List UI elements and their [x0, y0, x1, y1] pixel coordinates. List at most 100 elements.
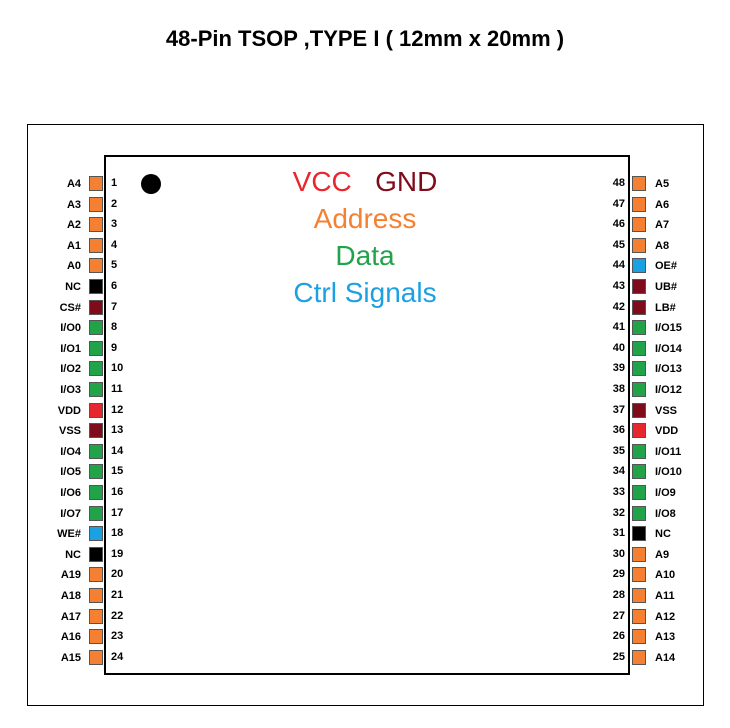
- pin-9-number: 9: [111, 342, 118, 354]
- pin-21-pad: [89, 588, 103, 603]
- pin-17-number: 17: [111, 507, 124, 519]
- pin-37-pad: [632, 403, 646, 418]
- pin-15-name: I/O5: [60, 466, 81, 478]
- legend-ctrl: Ctrl Signals: [293, 277, 437, 308]
- pin-28-name: A11: [655, 590, 675, 602]
- pin-32-name: I/O8: [655, 508, 676, 520]
- pin-33-number: 33: [612, 486, 625, 498]
- pin-8-pad: [89, 320, 103, 335]
- pin-29-pad: [632, 567, 646, 582]
- pin-48-pad: [632, 176, 646, 191]
- pin-43-name: UB#: [655, 281, 678, 293]
- pin-16-pad: [89, 485, 103, 500]
- pin-15-number: 15: [111, 465, 124, 477]
- pin-11-name: I/O3: [60, 384, 81, 396]
- pin-48-number: 48: [612, 177, 625, 189]
- pin-25-pad: [632, 650, 646, 665]
- pin-22-name: A17: [60, 611, 81, 623]
- pin-45-number: 45: [612, 239, 625, 251]
- pin-33-pad: [632, 485, 646, 500]
- pin-10-pad: [89, 361, 103, 376]
- pin-1-pad: [89, 176, 103, 191]
- legend-ctrl-row: Ctrl Signals: [0, 276, 730, 310]
- legend-address: Address: [313, 203, 417, 234]
- pin-45-pad: [632, 238, 646, 253]
- pin-27-name: A12: [655, 611, 676, 623]
- pin-32-number: 32: [612, 507, 625, 519]
- pin-18-number: 18: [111, 527, 124, 539]
- legend-vcc: VCC: [292, 166, 352, 197]
- pin-36-number: 36: [612, 424, 625, 436]
- pin-34-pad: [632, 464, 646, 479]
- legend-gnd: GND: [375, 166, 438, 197]
- pin-30-name: A9: [655, 549, 670, 561]
- pin-14-pad: [89, 444, 103, 459]
- pin-33-name: I/O9: [655, 487, 676, 499]
- pin-36-name: VDD: [655, 425, 679, 437]
- pin-17-pad: [89, 506, 103, 521]
- pin-23-pad: [89, 629, 103, 644]
- pin-44-pad: [632, 258, 646, 273]
- pin-47-number: 47: [612, 198, 625, 210]
- pin-25-name: A14: [655, 652, 676, 664]
- pin-2-name: A3: [66, 199, 81, 211]
- pin-22-pad: [89, 609, 103, 624]
- pin-15-pad: [89, 464, 103, 479]
- legend-data: Data: [335, 240, 395, 271]
- pin-10-number: 10: [111, 362, 124, 374]
- pin-7-pad: [89, 300, 103, 315]
- pin-29-name: A10: [655, 569, 676, 581]
- pin-34-number: 34: [612, 465, 625, 477]
- pin-3-number: 3: [111, 218, 118, 230]
- pin-12-name: VDD: [57, 405, 81, 417]
- pin-31-name: NC: [655, 528, 671, 540]
- pin-39-name: I/O13: [655, 363, 682, 375]
- pin-16-number: 16: [111, 486, 124, 498]
- pin-26-name: A13: [655, 631, 676, 643]
- pin-4-name: A1: [66, 240, 81, 252]
- pin-17-name: I/O7: [60, 508, 81, 520]
- diagram-frame: [27, 124, 704, 706]
- pin-12-number: 12: [111, 404, 124, 416]
- pin-36-pad: [632, 423, 646, 438]
- pin-46-number: 46: [612, 218, 625, 230]
- pin-34-name: I/O10: [655, 466, 682, 478]
- pin-23-name: A16: [60, 631, 81, 643]
- pin-23-number: 23: [111, 630, 124, 642]
- pin-26-number: 26: [612, 630, 625, 642]
- pin1-marker-dot: [141, 174, 161, 194]
- pin-40-number: 40: [612, 342, 625, 354]
- pin-14-number: 14: [111, 445, 124, 457]
- legend-data-row: Data: [0, 239, 730, 273]
- pin-4-number: 4: [111, 239, 118, 251]
- pin-40-pad: [632, 341, 646, 356]
- pin-28-pad: [632, 588, 646, 603]
- pin-45-name: A8: [655, 240, 670, 252]
- pin-32-pad: [632, 506, 646, 521]
- pin-14-name: I/O4: [60, 446, 81, 458]
- diagram-title: 48-Pin TSOP ,TYPE I ( 12mm x 20mm ): [165, 26, 565, 51]
- pin-13-pad: [89, 423, 103, 438]
- pin-19-name: NC: [65, 549, 81, 561]
- pin-30-number: 30: [612, 548, 625, 560]
- pin-24-number: 24: [111, 651, 124, 663]
- pin-2-pad: [89, 197, 103, 212]
- pin-24-pad: [89, 650, 103, 665]
- pin-42-pad: [632, 300, 646, 315]
- pin-21-name: A18: [60, 590, 81, 602]
- pin-1-number: 1: [111, 177, 118, 189]
- pin-46-pad: [632, 217, 646, 232]
- pin-38-name: I/O12: [655, 384, 682, 396]
- pin-44-name: OE#: [655, 260, 678, 272]
- pin-41-name: I/O15: [655, 322, 682, 334]
- pin-27-pad: [632, 609, 646, 624]
- pin-9-pad: [89, 341, 103, 356]
- pin-35-pad: [632, 444, 646, 459]
- pin-2-number: 2: [111, 198, 118, 210]
- pin-41-number: 41: [612, 321, 625, 333]
- pin-8-name: I/O0: [60, 322, 81, 334]
- pin-26-pad: [632, 629, 646, 644]
- legend-address-row: Address: [0, 202, 730, 236]
- pin-16-name: I/O6: [60, 487, 81, 499]
- pin-3-name: A2: [66, 219, 81, 231]
